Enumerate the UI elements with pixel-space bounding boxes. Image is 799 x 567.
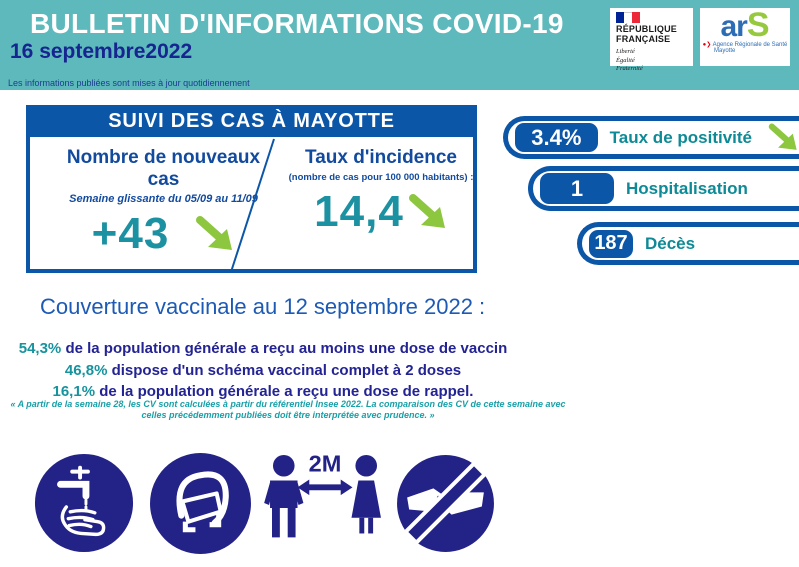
methodology-footnote: « A partir de la semaine 28, les CV sont… xyxy=(8,399,568,422)
pct-booster: 16,1% xyxy=(52,383,96,400)
update-note: Les informations publiées sont mises à j… xyxy=(8,78,250,88)
case-card-title: SUIVI DES CAS À MAYOTTE xyxy=(26,105,477,137)
positivity-rate-value: 3.4% xyxy=(515,123,598,152)
incidence-panel: Taux d'incidence (nombre de cas pour 100… xyxy=(288,147,474,237)
vaccination-line-booster: 16,1% de la population générale a reçu u… xyxy=(8,381,518,403)
text-complete: dispose d'un schéma vaccinal complet à 2… xyxy=(107,361,462,379)
french-flag-icon xyxy=(616,12,640,23)
incidence-definition: (nombre de cas pour 100 000 habitants) : xyxy=(288,172,474,183)
vaccination-line-1dose: 54,3% de la population générale a reçu a… xyxy=(8,338,518,360)
ars-subtitle: Agence Régionale de Santé xyxy=(712,41,788,48)
trend-down-arrow-icon xyxy=(408,194,445,228)
text-booster: de la population générale a reçu une dos… xyxy=(95,383,474,400)
deaths-label: Décès xyxy=(645,233,696,253)
bulletin-date: 16 septembre2022 xyxy=(10,40,193,63)
footnote-line-1: « A partir de la semaine 28, les CV sont… xyxy=(10,399,566,409)
trend-down-arrow-icon xyxy=(196,216,233,250)
deaths-value: 187 xyxy=(589,229,633,258)
positivity-rate-pill: 3.4% Taux de positivité xyxy=(503,116,799,159)
pct-complete: 46,8% xyxy=(64,361,108,379)
ars-red-dot-icon: ●❯ xyxy=(702,41,713,48)
social-distance-icon: 2M xyxy=(264,452,381,538)
distance-2m-label: 2M xyxy=(309,452,342,477)
ars-logo-ar: ar xyxy=(720,10,747,43)
pct-one-dose: 54,3% xyxy=(18,340,62,357)
ars-region: Mayotte xyxy=(714,48,736,55)
hospitalisation-pill: 1 Hospitalisation xyxy=(528,166,799,211)
footnote-line-2: celles précédemment publiées doit être i… xyxy=(141,410,435,421)
rf-motto-egalite: Égalité xyxy=(616,56,635,64)
page-title: BULLETIN D'INFORMATIONS COVID-19 xyxy=(30,8,564,39)
ars-logo-s: S xyxy=(746,6,770,44)
incidence-label: Taux d'incidence xyxy=(305,147,457,168)
vaccination-line-2doses: 46,8% dispose d'un schéma vaccinal compl… xyxy=(8,360,518,382)
rf-motto-liberte: Liberté xyxy=(616,47,635,55)
ars-logo: arS ●❯ Agence Régionale de Santé Mayotte xyxy=(700,8,790,66)
no-handshake-icon xyxy=(397,455,494,552)
new-cases-period: Semaine glissante du 05/09 au 11/09 xyxy=(69,193,258,205)
new-cases-value: +43 xyxy=(91,209,170,258)
vaccination-title: Couverture vaccinale au 12 septembre 202… xyxy=(40,294,486,319)
new-cases-panel: Nombre de nouveaux cas Semaine glissante… xyxy=(56,147,271,259)
positivity-rate-label: Taux de positivité xyxy=(609,127,752,147)
deaths-pill: 187 Décès xyxy=(577,222,799,265)
rf-motto-fraternite: Fraternité xyxy=(616,65,643,73)
case-tracking-card: SUIVI DES CAS À MAYOTTE Nombre de nouvea… xyxy=(26,105,477,273)
hospitalisation-label: Hospitalisation xyxy=(626,178,748,198)
new-cases-label: Nombre de nouveaux cas xyxy=(66,147,261,190)
hospitalisation-value: 1 xyxy=(540,173,614,204)
rf-logo-line2: FRANÇAISE xyxy=(616,33,671,44)
text-one-dose: de la population générale a reçu au moin… xyxy=(61,340,508,357)
vaccination-stats: 54,3% de la population générale a reçu a… xyxy=(8,338,518,403)
header-band: BULLETIN D'INFORMATIONS COVID-19 16 sept… xyxy=(0,0,799,90)
rf-logo-line1: RÉPUBLIQUE xyxy=(616,24,678,34)
republique-francaise-logo: RÉPUBLIQUE FRANÇAISE Liberté Égalité Fra… xyxy=(610,8,693,72)
face-mask-icon xyxy=(150,453,251,554)
wash-hands-icon xyxy=(34,453,134,553)
incidence-value: 14,4 xyxy=(314,187,404,236)
trend-down-arrow-icon xyxy=(768,123,797,150)
